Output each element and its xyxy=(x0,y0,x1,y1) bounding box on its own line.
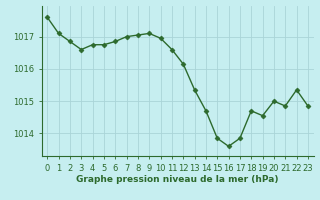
X-axis label: Graphe pression niveau de la mer (hPa): Graphe pression niveau de la mer (hPa) xyxy=(76,175,279,184)
